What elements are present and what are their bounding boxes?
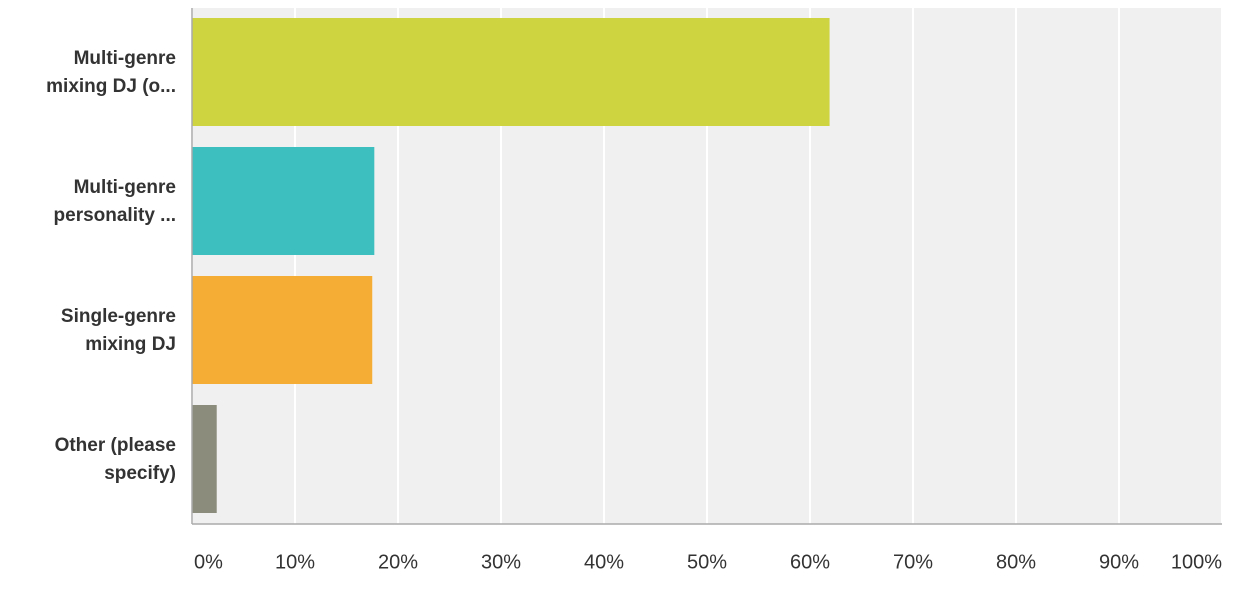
x-tick-label: 90%: [1099, 551, 1139, 573]
x-tick-label: 20%: [378, 551, 418, 573]
bar: [192, 276, 373, 384]
x-tick-label: 60%: [790, 551, 830, 573]
y-tick-label: Single-genre mixing DJ: [60, 305, 176, 355]
x-tick-label: 100%: [1171, 551, 1222, 573]
x-tick-label: 70%: [893, 551, 933, 573]
x-tick-label: 40%: [584, 551, 624, 573]
bar: [192, 405, 217, 513]
x-tick-label: 10%: [275, 551, 315, 573]
y-tick-label: Other (please specify): [54, 434, 176, 484]
bar: [192, 147, 375, 255]
y-tick-label: Multi-genre personality ...: [53, 176, 176, 226]
x-tick-label: 30%: [481, 551, 521, 573]
bar: [192, 18, 830, 126]
x-tick-label: 0%: [194, 551, 223, 573]
x-tick-label: 50%: [687, 551, 727, 573]
y-tick-label: Multi-genre mixing DJ (o...: [46, 47, 176, 97]
x-tick-label: 80%: [996, 551, 1036, 573]
